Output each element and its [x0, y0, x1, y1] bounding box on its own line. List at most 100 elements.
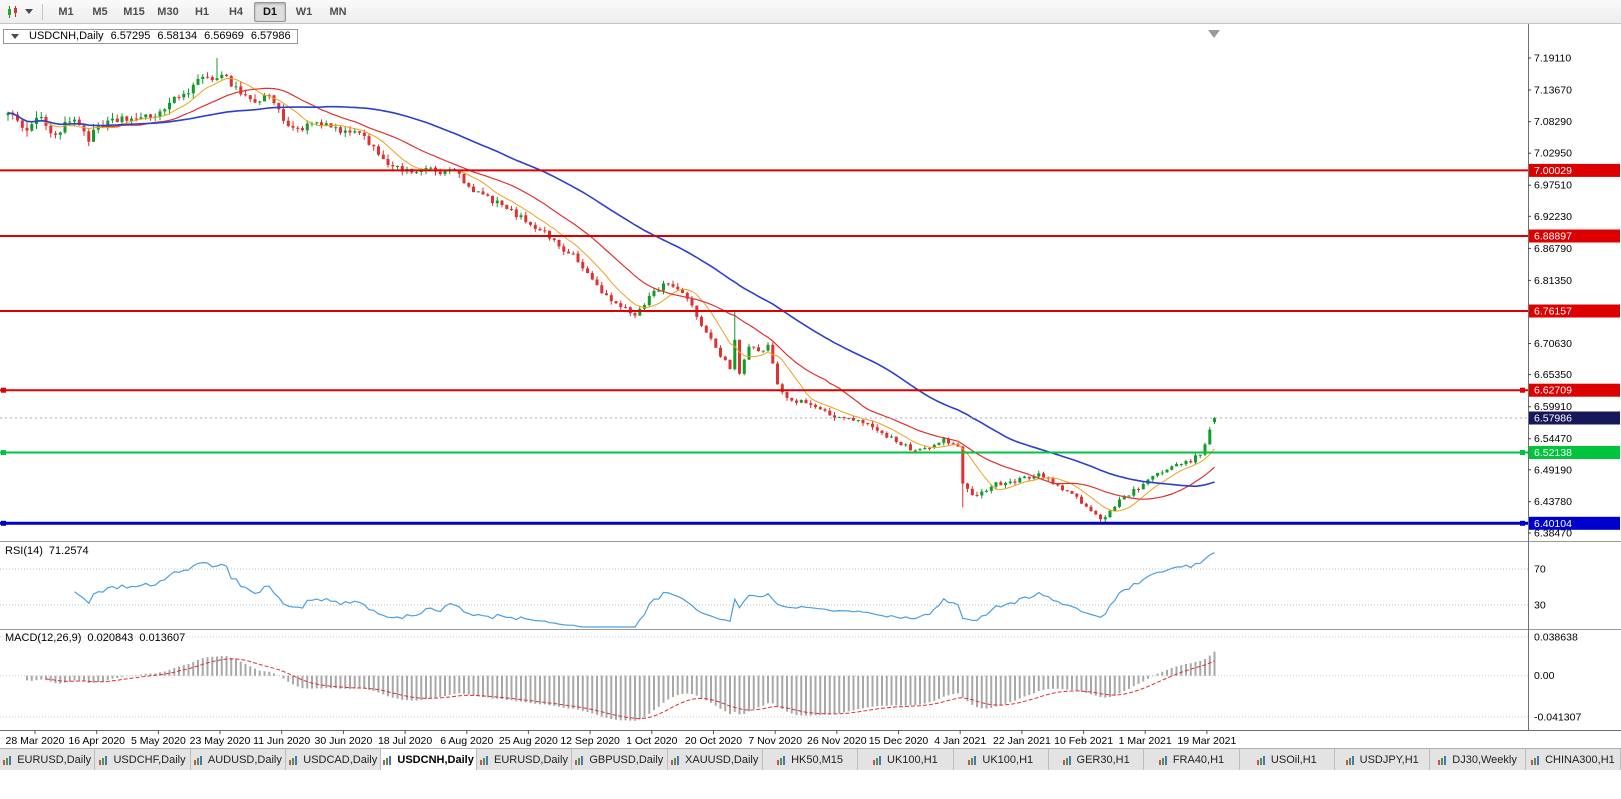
tab-label: GER30,H1: [1076, 753, 1130, 766]
symbol-tab-UK100-H1[interactable]: UK100,H1: [858, 749, 954, 770]
candlestick-chart-icon[interactable]: [4, 3, 22, 21]
symbol-tab-GER30-H1[interactable]: GER30,H1: [1048, 749, 1145, 770]
price-axis-label: 6.59910: [1534, 401, 1572, 413]
symbol-tab-bar: EURUSD,Daily USDCHF,Daily AUDUSD,Daily USDC…: [0, 748, 1621, 770]
symbol-tab-HK50-M15[interactable]: HK50,M15: [762, 749, 859, 770]
date-axis-label: 12 Sep 2020: [560, 735, 620, 747]
symbol-tab-DJ30-Weekly[interactable]: DJ30,Weekly: [1430, 749, 1526, 770]
ohlc-low: 6.56969: [204, 30, 244, 42]
timeframe-button-M5[interactable]: M5: [92, 5, 108, 18]
price-axis-label: 7.08290: [1534, 116, 1572, 128]
price-axis-label: 6.86790: [1534, 243, 1572, 255]
mini-chart-icon: [873, 755, 882, 765]
price-level-badge: [1529, 516, 1620, 530]
mini-chart-icon: [99, 755, 108, 765]
price-level-badge-label: 6.76157: [1534, 306, 1572, 318]
macd-axis-label: -0.041307: [1534, 712, 1581, 724]
line-handle[interactable]: [1, 450, 6, 455]
tab-label: EURUSD,Daily: [493, 753, 568, 766]
symbol-tab-CHINA300-H1[interactable]: CHINA300,H1: [1525, 749, 1621, 770]
symbol-tab-EURUSD-Daily[interactable]: EURUSD,Daily: [476, 749, 573, 770]
tab-label: GBPUSD,Daily: [589, 753, 664, 766]
mini-chart-icon: [289, 755, 298, 765]
timeframe-button-M30[interactable]: M30: [157, 5, 179, 18]
line-handle[interactable]: [1520, 450, 1525, 455]
line-handle[interactable]: [1520, 387, 1525, 393]
symbol-tab-EURUSD-Daily[interactable]: EURUSD,Daily: [0, 749, 96, 770]
symbol-tab-UK100-H1[interactable]: UK100,H1: [953, 749, 1049, 770]
rsi-label: RSI(14): [5, 545, 43, 557]
date-axis-label: 20 Oct 2020: [685, 735, 742, 747]
symbol-tab-USDCAD-Daily[interactable]: USDCAD,Daily: [286, 749, 382, 770]
timeframe-button-H4[interactable]: H4: [228, 5, 244, 18]
symbol-tab-XAUUSD-Daily[interactable]: XAUUSD,Daily: [667, 749, 763, 770]
timeframe-button-W1[interactable]: W1: [295, 5, 313, 18]
mini-chart-icon: [968, 755, 977, 765]
date-axis-label: 30 Jun 2020: [314, 735, 372, 747]
symbol-tab-AUDUSD-Daily[interactable]: AUDUSD,Daily: [190, 749, 287, 770]
symbol-tab-USOil-H1[interactable]: USOil,H1: [1239, 749, 1336, 770]
price-level-badge: [1529, 304, 1620, 318]
line-handle[interactable]: [1, 387, 6, 393]
rsi-level-label: 30: [1534, 600, 1546, 612]
ohlc-high: 6.58134: [157, 30, 198, 42]
line-handle[interactable]: [1, 520, 6, 526]
macd-histogram: [26, 651, 1216, 721]
mini-chart-icon: [383, 755, 392, 765]
timeframe-button-M1[interactable]: M1: [58, 5, 74, 18]
tab-label: USDCAD,Daily: [303, 753, 378, 766]
date-axis-label: 22 Jan 2021: [993, 735, 1051, 747]
mini-chart-icon: [3, 755, 12, 765]
price-axis-label: 6.81350: [1534, 275, 1572, 287]
tab-label: USOil,H1: [1270, 753, 1317, 766]
symbol-tab-USDJPY-H1[interactable]: USDJPY,H1: [1335, 749, 1431, 770]
price-scale[interactable]: 7.19110 7.13670 7.08290 7.02950 6.97510 6.922…: [1528, 53, 1620, 724]
date-axis-label: 7 Nov 2020: [748, 735, 802, 747]
symbol-tab-FRA40-H1[interactable]: FRA40,H1: [1144, 749, 1240, 770]
macd-axis-label: 0.038638: [1534, 632, 1578, 644]
symbol-tab-USDCHF-Daily[interactable]: USDCHF,Daily: [95, 749, 191, 770]
timeframe-button-MN[interactable]: MN: [329, 5, 347, 18]
rsi-level-label: 70: [1534, 564, 1546, 576]
mini-chart-icon: [1158, 755, 1167, 765]
candlestick-series: [6, 58, 1216, 524]
mini-chart-icon: [1062, 755, 1071, 765]
symbol-tab-USDCNH-Daily[interactable]: USDCNH,Daily: [381, 749, 477, 770]
macd-axis-label: 0.00: [1534, 670, 1555, 682]
timeframe-button-D1[interactable]: D1: [254, 1, 286, 22]
collapse-caret-icon[interactable]: [11, 34, 19, 39]
time-axis[interactable]: 28 Mar 2020 16 Apr 2020 5 May 2020 23 May 2…: [6, 730, 1237, 747]
timeframe-button-M15[interactable]: M15: [123, 5, 145, 18]
macd-main-value: 0.020843: [87, 632, 134, 644]
symbol-tab-GBPUSD-Daily[interactable]: GBPUSD,Daily: [572, 749, 668, 770]
date-axis-label: 11 Jun 2020: [253, 735, 310, 747]
main-price-pane[interactable]: [0, 58, 1528, 526]
price-level-badge: [1529, 383, 1620, 397]
price-axis-label: 6.92230: [1534, 211, 1572, 223]
price-level-badge-label: 6.88897: [1534, 231, 1572, 243]
line-handle[interactable]: [1520, 520, 1525, 526]
date-axis-label: 6 Aug 2020: [440, 735, 493, 747]
mini-chart-icon: [1345, 755, 1354, 765]
chart-canvas[interactable]: 7.19110 7.13670 7.08290 7.02950 6.97510 6.922…: [0, 24, 1621, 748]
date-axis-label: 16 Apr 2020: [68, 735, 125, 747]
macd-pane[interactable]: [0, 636, 1528, 721]
timeframe-button-H1[interactable]: H1: [194, 5, 210, 18]
tab-label: CHINA300,H1: [1545, 753, 1615, 766]
date-axis-label: 19 Mar 2021: [1177, 735, 1236, 747]
price-axis-label: 6.70630: [1534, 338, 1572, 350]
candlestick-chart-glyph: [8, 5, 17, 18]
rsi-line: [74, 552, 1215, 628]
chart-shift-marker-icon[interactable]: [1208, 30, 1220, 38]
rsi-pane[interactable]: [0, 552, 1528, 628]
price-axis-label: 6.43780: [1534, 496, 1572, 508]
date-axis-label: 23 May 2020: [190, 735, 251, 747]
ma-fast-line: [7, 77, 1215, 512]
date-axis-label: 15 Dec 2020: [869, 735, 929, 747]
tab-label: XAUUSD,Daily: [685, 753, 759, 766]
top-toolbar: M1 M5 M15 M30 H1 H4 D1 W1 MN: [0, 0, 1621, 24]
dropdown-caret-icon[interactable]: [25, 9, 33, 14]
macd-indicator-header: MACD(12,26,9) 0.020843 0.013607: [5, 632, 185, 644]
price-level-badge: [1529, 163, 1620, 177]
price-axis-label: 7.13670: [1534, 85, 1572, 97]
